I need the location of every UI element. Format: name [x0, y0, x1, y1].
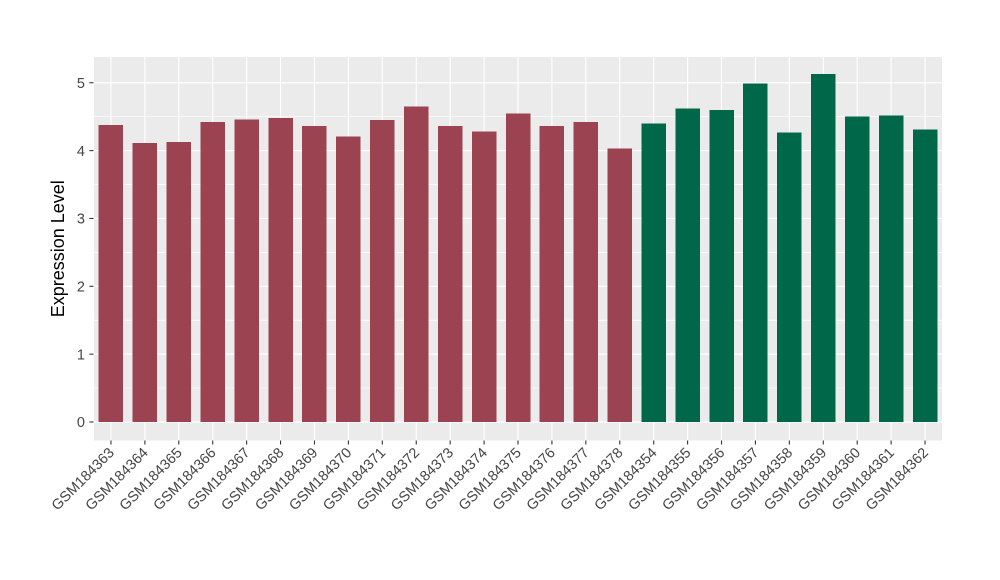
bar-GSM184370	[336, 136, 361, 422]
bar-GSM184364	[132, 143, 158, 422]
bar-GSM184354	[641, 123, 666, 423]
bar-GSM184361	[878, 115, 904, 423]
bar-GSM184357	[743, 83, 768, 422]
y-tick-label: 2	[77, 280, 85, 296]
bar-GSM184369	[302, 126, 327, 422]
bar-GSM184366	[200, 122, 225, 422]
bar-GSM184358	[777, 132, 802, 422]
bar-GSM184355	[675, 108, 700, 423]
y-tick-label: 4	[77, 144, 85, 160]
bar-GSM184374	[471, 131, 497, 423]
bar-GSM184373	[437, 126, 463, 422]
bar-GSM184378	[607, 148, 633, 422]
y-tick-label: 5	[77, 76, 85, 92]
bar-GSM184360	[844, 116, 870, 423]
bar-GSM184365	[166, 141, 192, 423]
bar-GSM184376	[539, 126, 565, 422]
bar-GSM184356	[709, 109, 734, 422]
bar-GSM184359	[811, 73, 836, 422]
y-tick-label: 0	[77, 415, 85, 431]
bar-GSM184363	[98, 124, 124, 422]
bar-GSM184371	[370, 120, 395, 422]
bar-GSM184375	[505, 113, 531, 422]
bar-GSM184372	[403, 106, 429, 422]
bar-GSM184368	[268, 118, 293, 423]
y-tick-label: 3	[77, 212, 85, 228]
bar-GSM184362	[912, 129, 938, 422]
y-axis-title: Expression Level	[48, 180, 68, 317]
bar-GSM184377	[573, 122, 599, 422]
bar-GSM184367	[234, 119, 259, 422]
y-tick-label: 1	[77, 347, 85, 363]
